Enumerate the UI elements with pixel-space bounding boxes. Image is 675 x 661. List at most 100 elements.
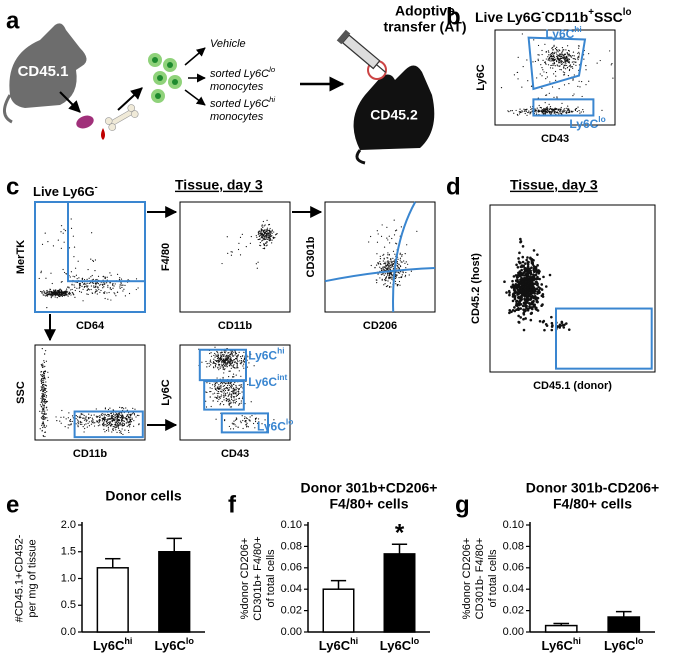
event-dot xyxy=(548,110,550,112)
event-dot xyxy=(231,365,233,367)
event-dot xyxy=(224,352,226,354)
event-dot xyxy=(238,242,240,244)
event-dot xyxy=(552,59,554,61)
event-dot xyxy=(105,419,107,421)
event-dot xyxy=(567,61,569,64)
event-dot xyxy=(78,287,80,289)
event-dot xyxy=(44,410,46,412)
event-dot xyxy=(121,428,123,430)
y-axis-label: per mg of tissue xyxy=(26,539,38,617)
event-dot xyxy=(45,277,47,279)
event-dot xyxy=(537,289,541,292)
event-dot xyxy=(566,59,568,61)
event-dot xyxy=(218,365,220,367)
event-dot xyxy=(121,414,123,416)
event-dot xyxy=(562,109,565,111)
event-dot xyxy=(271,242,273,244)
event-dot xyxy=(89,416,91,419)
event-dot xyxy=(226,357,228,359)
event-dot xyxy=(205,400,207,402)
gate xyxy=(67,201,146,283)
event-dot xyxy=(232,387,235,389)
event-dot xyxy=(227,355,230,357)
event-dot xyxy=(214,364,217,366)
event-dot xyxy=(91,417,93,419)
event-dot xyxy=(524,280,528,283)
event-dot xyxy=(49,288,51,290)
event-dot xyxy=(114,283,116,285)
event-dot xyxy=(96,421,98,423)
event-dot xyxy=(231,390,234,392)
event-dot xyxy=(44,398,47,401)
event-dot xyxy=(246,366,248,368)
event-dot xyxy=(383,284,385,286)
event-dot xyxy=(524,285,527,289)
gate-label-sup: hi xyxy=(277,346,284,356)
event-dot xyxy=(220,364,222,366)
event-dot xyxy=(90,285,92,287)
event-dot xyxy=(109,407,111,409)
event-dot xyxy=(559,57,562,59)
event-dot xyxy=(229,400,231,402)
event-dot xyxy=(219,359,221,361)
event-dot xyxy=(90,414,92,416)
event-dot xyxy=(40,389,42,392)
event-dot xyxy=(519,108,521,110)
event-dot xyxy=(384,283,386,285)
event-dot xyxy=(240,402,242,404)
panel-title-part: SSC xyxy=(594,9,623,25)
event-dot xyxy=(120,430,122,432)
event-dot xyxy=(243,367,245,369)
event-dot xyxy=(236,359,239,361)
event-dot xyxy=(230,384,232,386)
event-dot xyxy=(272,236,275,239)
event-dot xyxy=(69,424,71,426)
event-dot xyxy=(376,241,379,243)
event-dot xyxy=(384,273,386,275)
event-dot xyxy=(116,291,119,293)
event-dot xyxy=(114,416,116,419)
event-dot xyxy=(233,420,235,422)
event-dot xyxy=(528,305,531,308)
event-dot xyxy=(376,230,378,232)
event-dot xyxy=(398,276,400,279)
gate-title: Live Ly6G- xyxy=(33,182,98,199)
event-dot xyxy=(239,384,241,386)
event-dot xyxy=(558,113,560,115)
event-dot xyxy=(223,382,226,384)
event-dot xyxy=(218,398,220,401)
event-dot xyxy=(234,354,236,356)
event-dot xyxy=(226,366,228,368)
event-dot xyxy=(241,361,243,363)
event-dot xyxy=(385,269,387,271)
event-dot xyxy=(62,268,64,271)
event-dot xyxy=(530,292,534,295)
event-dot xyxy=(235,395,237,398)
x-tick-label-sup: lo xyxy=(411,636,420,646)
event-dot xyxy=(526,307,530,311)
event-dot xyxy=(88,289,90,291)
event-dot xyxy=(382,273,384,275)
event-dot xyxy=(126,415,128,417)
event-dot xyxy=(98,418,100,421)
event-dot xyxy=(552,53,554,55)
event-dot xyxy=(232,373,235,375)
event-dot xyxy=(544,322,548,326)
event-dot xyxy=(60,292,63,294)
event-dot xyxy=(95,282,97,284)
event-dot xyxy=(251,415,253,417)
event-dot xyxy=(532,277,535,280)
event-dot xyxy=(209,387,211,389)
x-tick-label-part: Ly6C xyxy=(542,638,574,653)
event-dot xyxy=(561,47,564,49)
event-dot xyxy=(543,71,545,73)
event-dot xyxy=(232,376,234,378)
event-dot xyxy=(112,429,115,431)
event-dot xyxy=(79,421,81,423)
event-dot xyxy=(219,366,221,368)
event-dot xyxy=(529,298,532,301)
event-dot xyxy=(217,366,219,368)
event-dot xyxy=(526,280,530,283)
event-dot xyxy=(214,388,217,390)
event-dot xyxy=(577,106,579,108)
